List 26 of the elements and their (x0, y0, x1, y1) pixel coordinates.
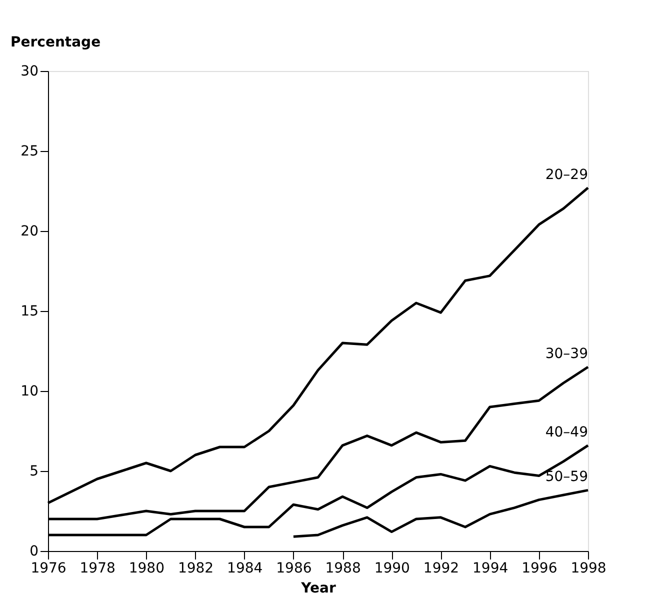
y-tick-label: 0 (30, 544, 38, 560)
x-tick-label: 1994 (472, 560, 508, 576)
x-tick-label: 1998 (570, 560, 606, 576)
x-tick-label: 1996 (522, 560, 558, 576)
y-tick-label: 15 (20, 304, 38, 320)
x-tick-label: 1978 (80, 560, 116, 576)
x-tick-label: 1980 (128, 560, 164, 576)
y-tick-label: 10 (20, 384, 38, 400)
y-tick-label: 5 (30, 464, 38, 480)
x-axis-title: Year (300, 580, 336, 595)
x-tick-label: 1982 (178, 560, 214, 576)
x-tick-label: 1988 (325, 560, 361, 576)
y-tick-label: 25 (20, 144, 38, 160)
y-tick-label: 30 (20, 64, 38, 80)
x-tick-label: 1990 (374, 560, 410, 576)
x-tick-label: 1984 (227, 560, 263, 576)
x-tick-label: 1992 (423, 560, 460, 576)
x-tick-label: 1976 (30, 560, 66, 576)
x-tick-label: 1986 (276, 560, 312, 576)
series-label: 50–59 (545, 469, 588, 486)
series-label: 30–39 (545, 346, 588, 362)
y-tick-label: 20 (20, 224, 38, 240)
series-label: 40–49 (545, 424, 588, 440)
series-label: 20–29 (545, 166, 588, 183)
y-axis-title: Percentage (10, 34, 101, 50)
line-series (292, 488, 590, 538)
